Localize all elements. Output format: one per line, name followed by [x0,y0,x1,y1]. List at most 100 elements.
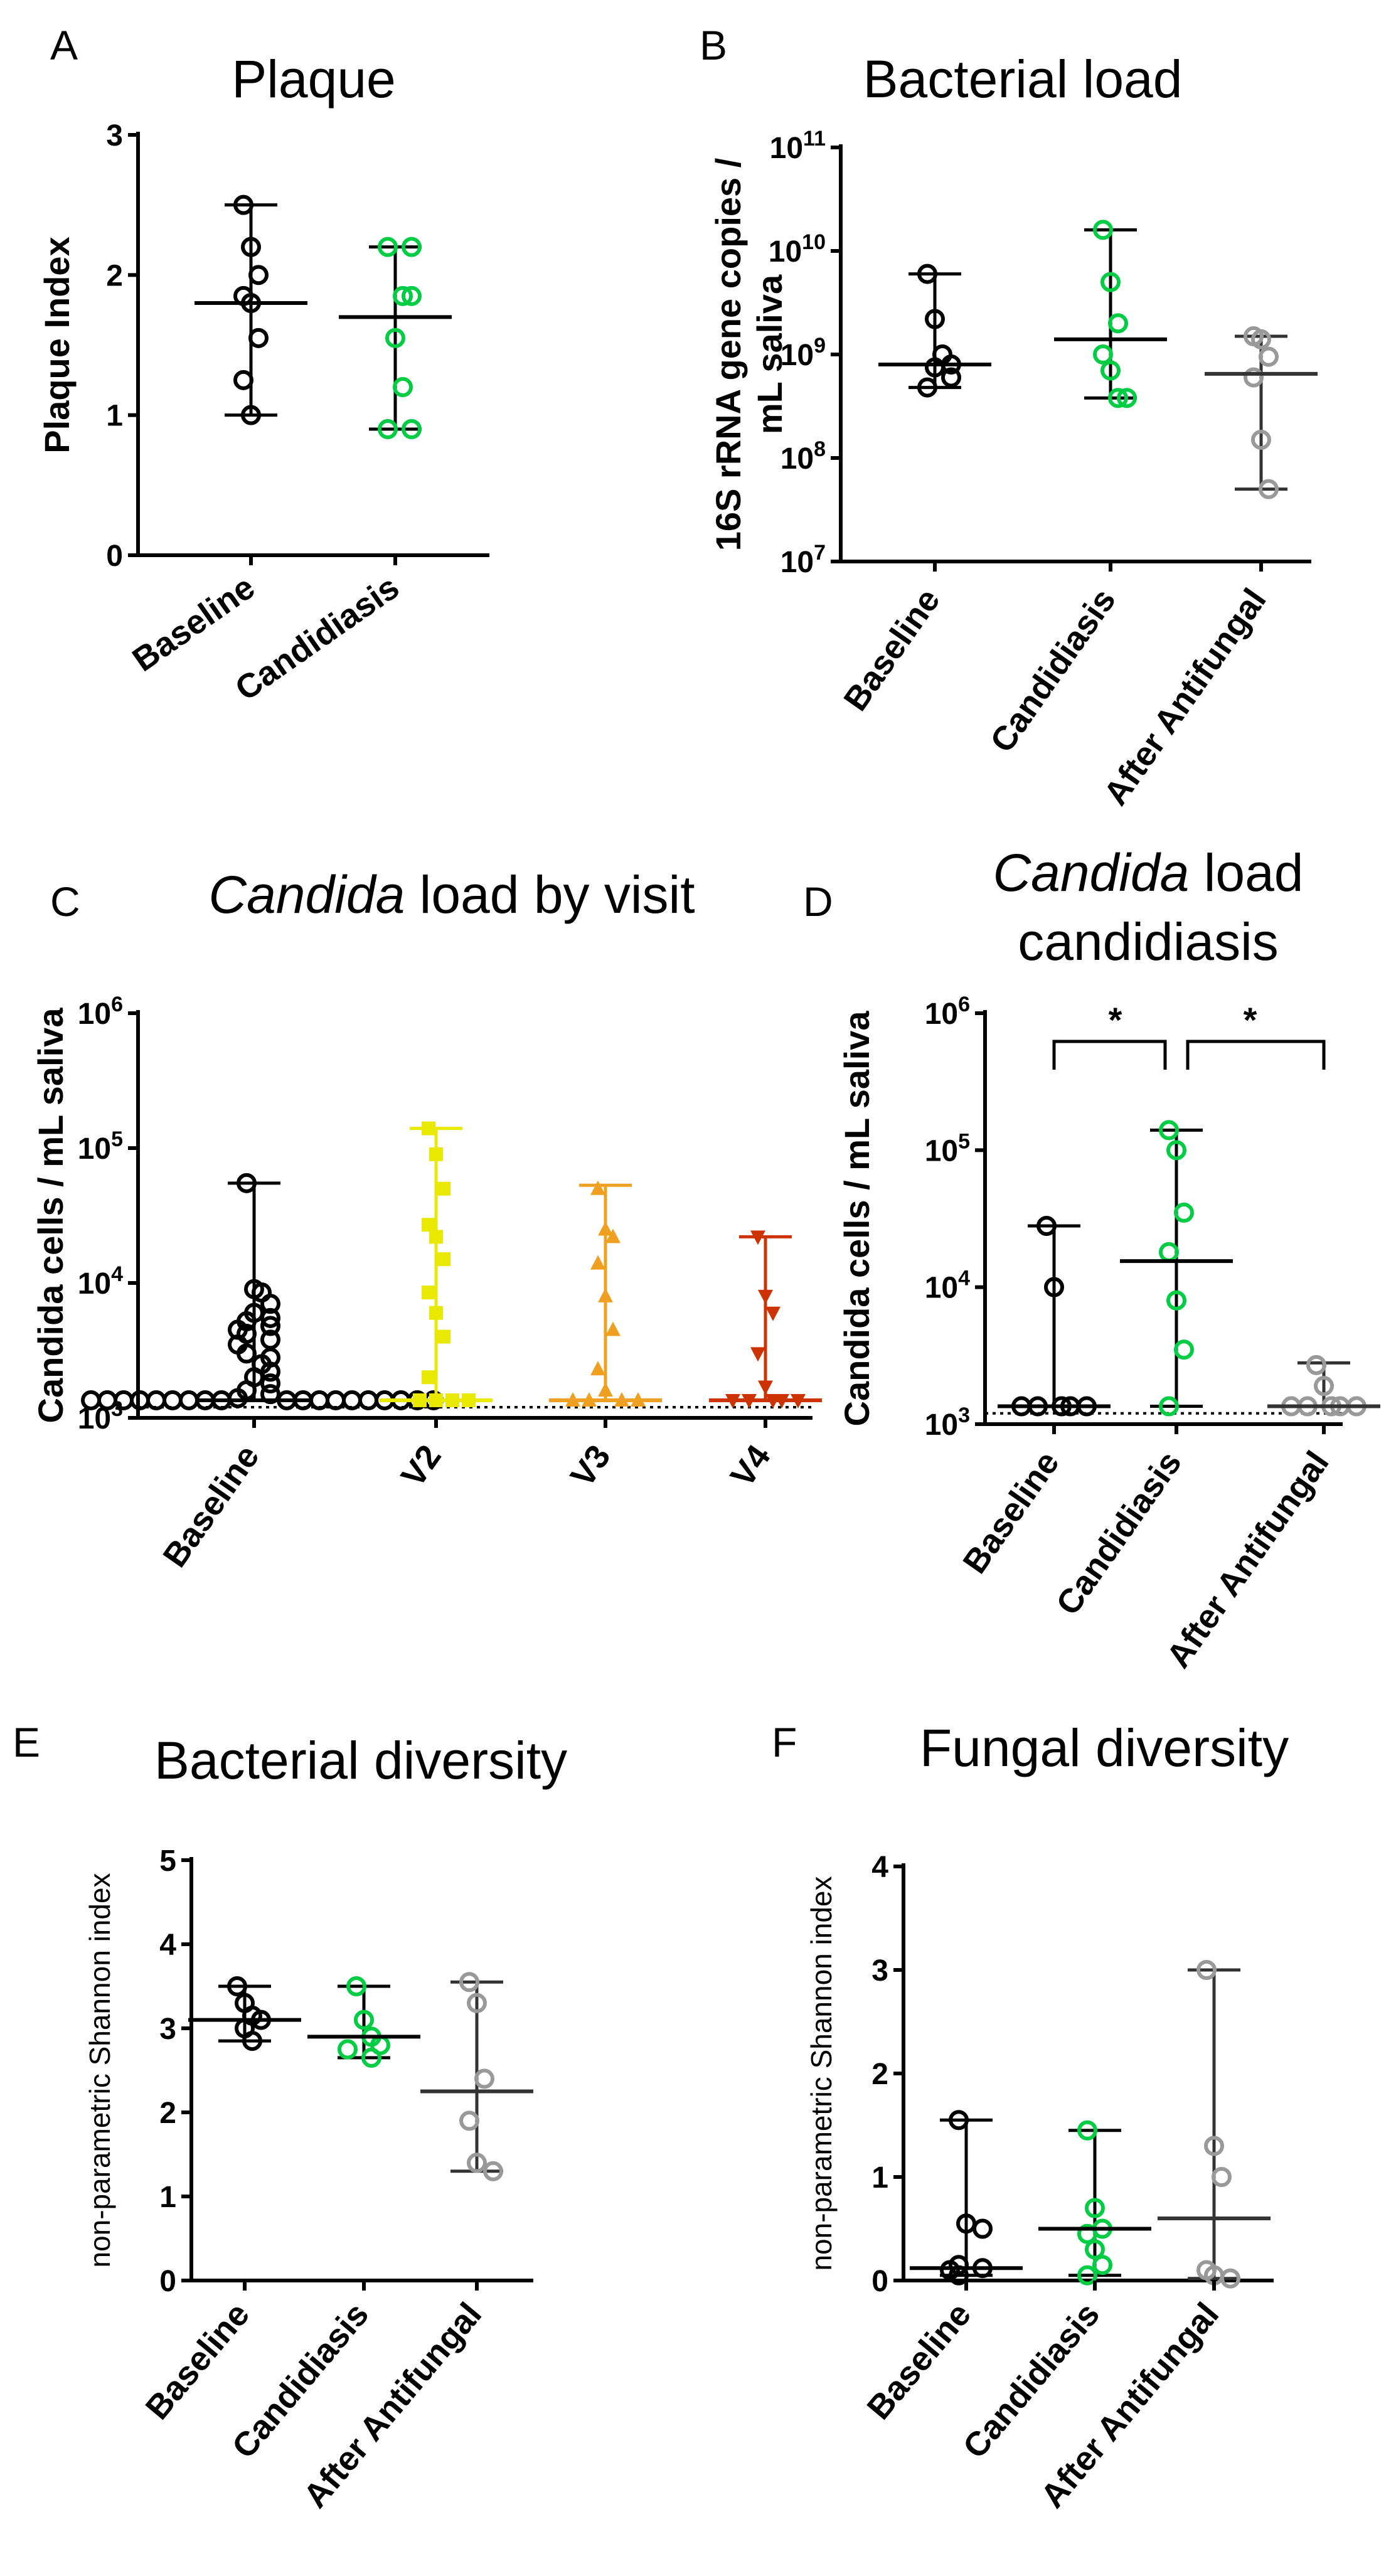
data-point [459,2110,479,2131]
data-point [605,1321,621,1336]
group-v2 [380,1121,493,1407]
data-point [925,357,945,378]
data-point [1159,1120,1179,1141]
data-point [1093,220,1113,240]
panel-label: B [700,22,727,68]
group-candidiasis [1054,220,1167,408]
chart-title: Candida load [993,843,1303,902]
x-category-label: Candidiasis [983,582,1123,759]
data-point [1306,1355,1326,1375]
x-category-label: Candidiasis [1049,1444,1189,1622]
data-point [429,1306,443,1320]
data-point [248,265,269,285]
panel-label: F [772,1719,797,1765]
data-point [590,1255,605,1270]
data-point [81,1390,101,1410]
data-point [483,2161,503,2181]
y-tick-label: 0 [159,2265,176,2298]
data-point [590,1180,605,1195]
data-point [354,2009,374,2030]
data-point [1159,1242,1179,1262]
panel-A: A Plaque 0 1 2 3 Plaque Index BaselineCandidias… [37,22,489,708]
panel-label: E [13,1719,40,1765]
data-point [1174,1202,1194,1223]
data-point [1174,1339,1194,1360]
group-candidiasis [1120,1120,1233,1417]
y-tick-label: 2 [871,2058,888,2091]
x-category-label: After Antifungal [1159,1444,1336,1674]
data-point [941,367,961,388]
data-point [598,1287,613,1302]
y-axis-title: non-parametric Shannon index [83,1873,116,2267]
data-point [917,263,937,284]
data-point [765,1306,781,1321]
x-category-label: V3 [563,1438,618,1494]
panel-label: D [803,878,833,925]
data-point [241,237,261,257]
data-point [402,285,422,306]
panel-C: C Candida load by visit103104105106Candid… [31,865,822,1574]
data-point [402,419,422,439]
x-category-label: Baseline [836,582,947,717]
group-baseline [998,1216,1111,1417]
y-tick-label: 1010 [769,230,826,269]
group-baseline [194,194,307,425]
data-point [1077,2120,1097,2141]
data-point [422,1370,435,1385]
data-point [467,2153,487,2173]
group-candidiasis [1038,2120,1151,2286]
y-tick-label: 105 [925,1129,970,1168]
data-point [346,1976,366,1996]
data-point [237,1173,257,1193]
data-point [590,1361,605,1376]
data-point [1117,388,1137,408]
data-point [1251,329,1271,349]
y-tick-label: 1011 [770,127,826,165]
group-v3 [549,1180,662,1407]
x-category-label: After Antifungal [1097,582,1274,812]
data-point [1100,360,1121,381]
data-point [598,1382,613,1397]
x-category-label: Candidiasis [228,568,406,708]
y-tick-label: 103 [925,1403,970,1442]
y-tick-label: 1 [159,2181,176,2214]
data-point [1196,1960,1217,1980]
data-point [260,1307,280,1328]
chart-title-line2: candidiasis [1018,912,1279,971]
data-point [758,1380,773,1395]
y-axis-title: 16S rRNA gene copies / [708,157,748,551]
group-baseline [878,263,991,398]
y-tick-label: 1 [871,2161,888,2195]
x-category-label: Baseline [156,1438,267,1573]
data-point [1077,2265,1097,2286]
panel-D: D Candida load candidiasis 103 104 105 106 Cand… [803,843,1380,1674]
significance-bracket [1186,1040,1326,1070]
data-point [1085,2239,1105,2260]
data-point [422,1121,435,1136]
data-point [758,1289,773,1304]
y-tick-label: 3 [871,1954,888,1988]
group-after-antifungal [420,1972,533,2181]
group-baseline [910,2110,1023,2286]
data-point [378,419,398,439]
data-point [338,2039,358,2060]
y-tick-label: 1 [106,400,123,433]
y-tick-label: 0 [871,2265,888,2298]
data-point [422,1285,435,1300]
data-point [237,1343,257,1364]
data-point [949,2110,969,2131]
data-point [233,194,253,215]
data-point [378,237,398,257]
x-category-label: Baseline [126,568,262,679]
y-tick-label: 3 [106,119,123,152]
y-tick-label: 106 [925,993,970,1031]
data-point [260,1294,280,1314]
group-candidiasis [307,1976,420,2068]
significance-star: * [1109,1000,1122,1040]
data-point [241,405,261,425]
y-tick-label: 2 [159,2097,176,2130]
data-point [1244,367,1264,388]
data-point [925,309,945,329]
y-tick-label: 106 [78,993,123,1031]
